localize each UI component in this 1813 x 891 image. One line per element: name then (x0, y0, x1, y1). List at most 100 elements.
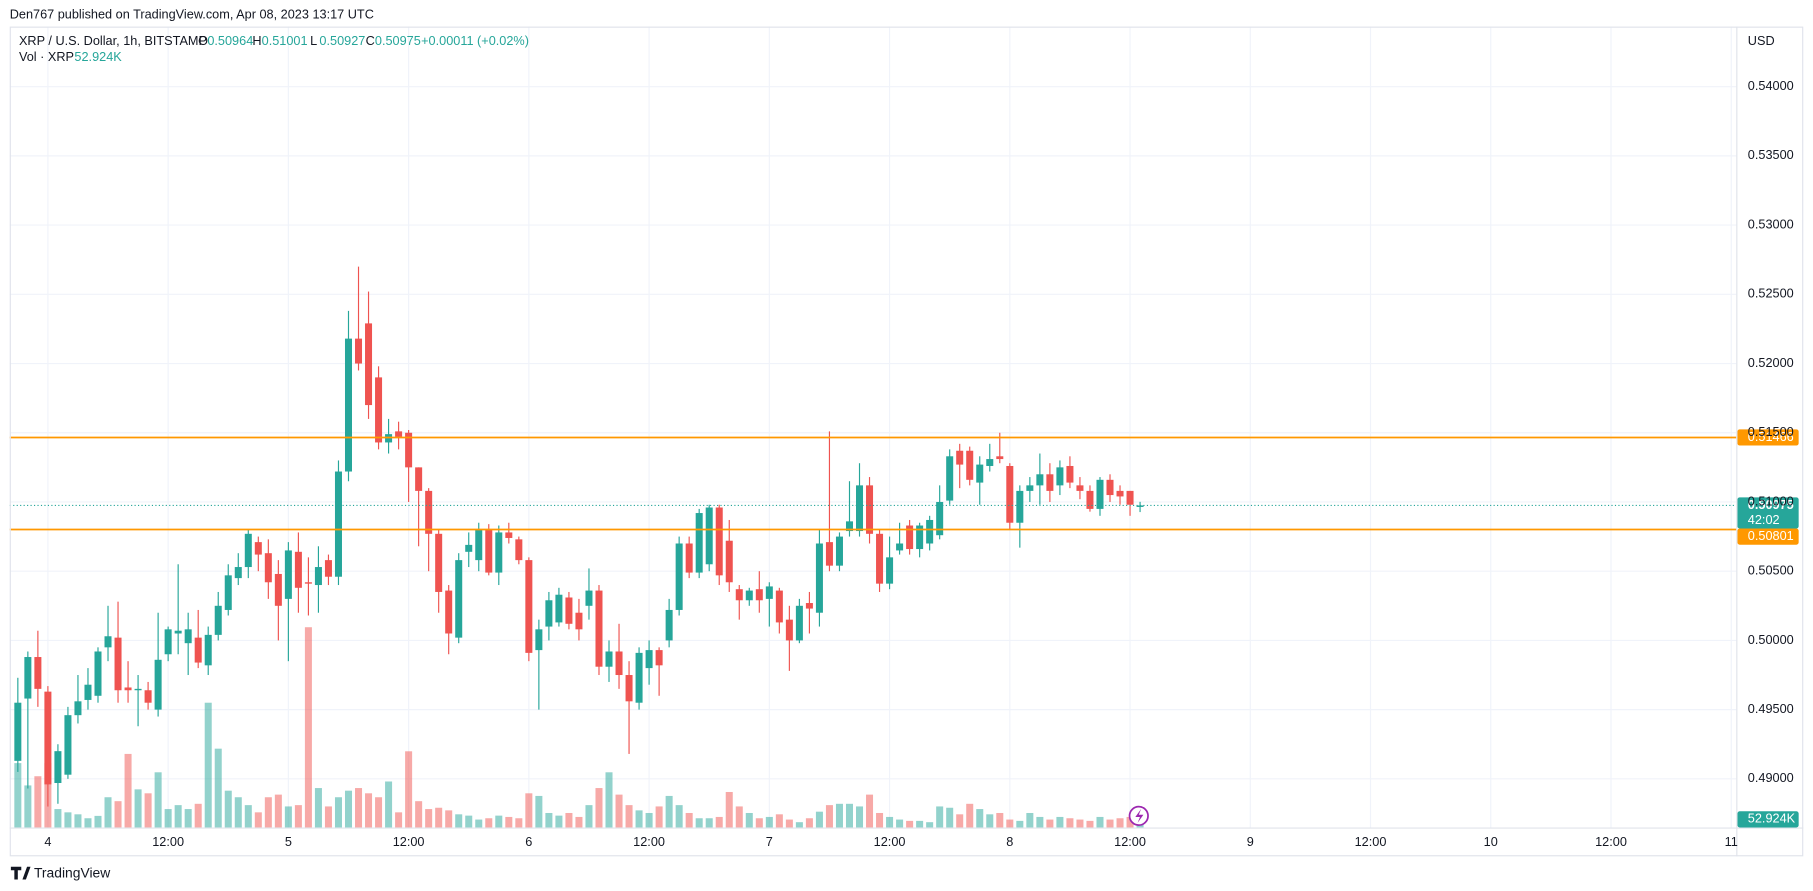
volume-bar (585, 805, 593, 828)
y-tick-label: 0.49000 (1748, 770, 1794, 785)
candle-body (365, 323, 373, 406)
candle-body (725, 540, 733, 583)
volume-bar (1026, 812, 1034, 828)
candle-body (375, 377, 383, 443)
candle-body (835, 536, 843, 566)
volume-bar (625, 805, 633, 828)
volume-bar (535, 795, 543, 828)
volume-bar (154, 772, 162, 828)
candle-body (304, 582, 312, 584)
candle-body (1056, 467, 1064, 486)
candle-body (284, 550, 292, 599)
volume-bar (525, 793, 533, 828)
candle-body (1066, 465, 1074, 483)
volume-bar (1106, 819, 1114, 828)
volume-bar (174, 805, 182, 828)
volume-bar (104, 797, 112, 828)
volume-bar (314, 788, 322, 828)
candle-body (74, 701, 82, 716)
candle-body (715, 507, 723, 576)
volume-bar (906, 820, 914, 828)
candle-body (134, 688, 142, 691)
candle-body (334, 471, 342, 577)
y-tick-label: 0.49500 (1748, 701, 1794, 716)
header: Den767 published on TradingView.com, Apr… (10, 6, 374, 21)
candle-body (665, 609, 673, 641)
candle-body (595, 590, 603, 667)
volume-bar (745, 812, 753, 828)
candle-body (565, 597, 573, 624)
candle-body (214, 605, 222, 635)
volume-bar (214, 748, 222, 828)
x-tick-label: 8 (1006, 834, 1013, 849)
candle-body (24, 657, 32, 699)
candle-body (475, 529, 483, 561)
volume-bar (1056, 816, 1064, 828)
volume-title: Vol · XRP (19, 49, 74, 64)
candle-body (84, 684, 92, 700)
candle-body (355, 338, 363, 364)
volume-bar (695, 818, 703, 828)
volume-bar (334, 797, 342, 828)
volume-bar (74, 814, 82, 828)
volume-bar (835, 803, 843, 828)
volume-bar (54, 809, 62, 828)
alert-bolt (1135, 808, 1144, 823)
candle-body (555, 594, 563, 623)
candle-body (254, 542, 262, 555)
candle-body (495, 532, 503, 573)
volume-bar (775, 814, 783, 828)
y-tick-label: 0.53500 (1748, 147, 1794, 162)
y-tick-label: 0.50500 (1748, 563, 1794, 578)
volume-bar (725, 791, 733, 828)
candle-body (14, 702, 22, 761)
volume-bar (665, 795, 673, 828)
grid (9, 26, 1737, 828)
candle-body (635, 652, 643, 703)
candle-body (876, 533, 884, 584)
volume-bar (956, 814, 964, 828)
close-label: C (366, 33, 375, 48)
volume-bar (324, 806, 332, 828)
price-badge-label: 0.50975 (1748, 497, 1794, 512)
x-tick-label: 12:00 (1114, 834, 1146, 849)
candle-body (1076, 485, 1084, 491)
candle-body (1046, 474, 1054, 491)
candle-body (465, 544, 473, 552)
volume-bar (94, 815, 102, 828)
x-tick-label: 5 (285, 834, 292, 849)
volume-bar (134, 789, 142, 828)
price-badge (1737, 497, 1799, 529)
volume-bar (1096, 816, 1104, 828)
candle-body (946, 456, 954, 501)
volume-bar (294, 805, 302, 828)
volume-bar (304, 627, 312, 828)
open-value: 0.50964 (207, 33, 253, 48)
candle-body (675, 543, 683, 610)
volume-bar (805, 818, 813, 828)
candle-body (405, 432, 413, 468)
volume-value: 52.924K (74, 49, 122, 64)
y-tick-label: 0.52000 (1748, 355, 1794, 370)
volume-bar (355, 788, 363, 828)
candle-body (866, 485, 874, 534)
volume-bar (505, 816, 513, 828)
volume-bar (966, 803, 974, 828)
volume-bar (605, 772, 613, 828)
y-tick-label: 0.52500 (1748, 286, 1794, 301)
candle-body (34, 657, 42, 689)
candle-body (224, 575, 232, 610)
x-tick-label: 9 (1247, 834, 1254, 849)
candle-body (966, 450, 974, 480)
close-value: 0.50975 (375, 33, 421, 48)
brand-logo (10, 866, 31, 880)
volume-bar (1076, 819, 1084, 828)
volume-bar (264, 797, 272, 828)
volume-bar (124, 753, 132, 828)
candle-body (324, 560, 332, 577)
currency: USD (1748, 33, 1775, 48)
volume-bar (545, 812, 553, 828)
candle-body (184, 629, 192, 644)
volume-badge-label: 52.924K (1748, 811, 1796, 826)
level-badge (1737, 429, 1799, 446)
